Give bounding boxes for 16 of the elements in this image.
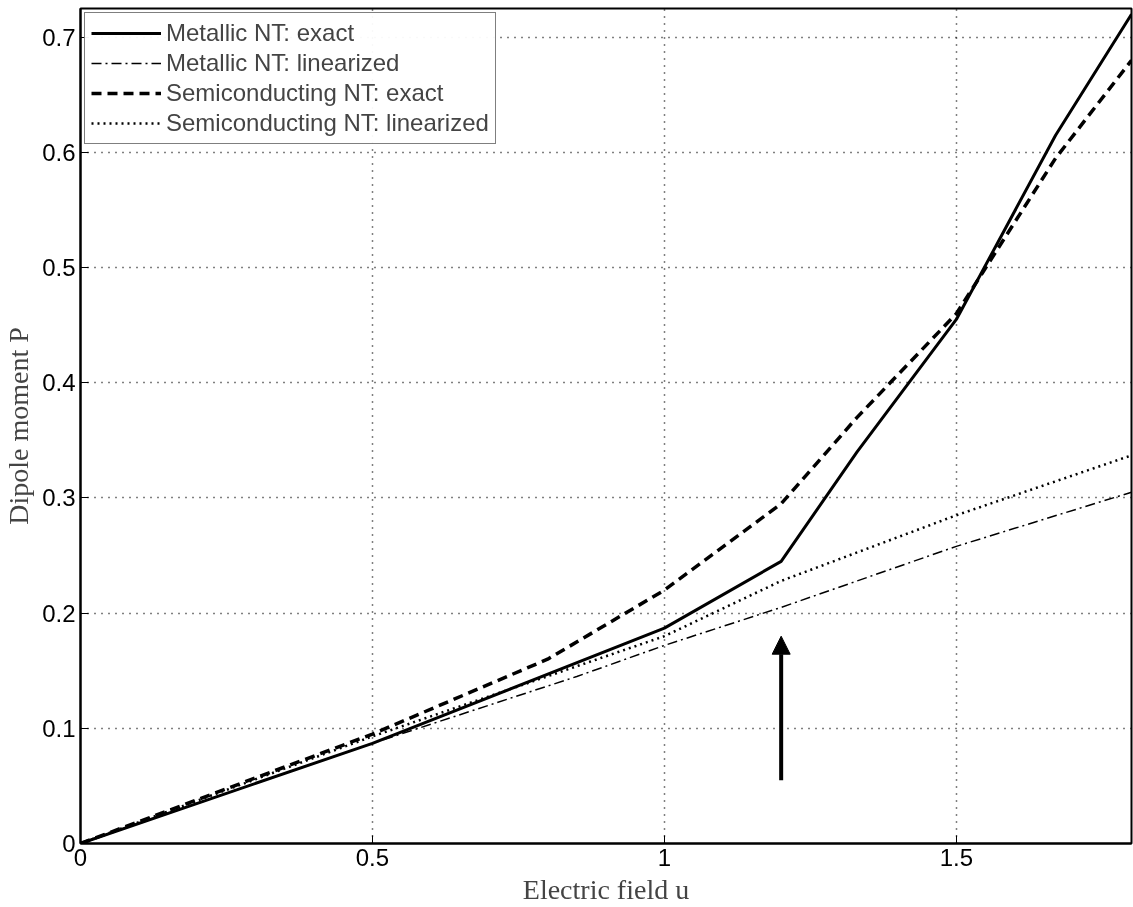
legend-label: Semiconducting NT: exact xyxy=(166,79,444,107)
y-tick-label: 0.7 xyxy=(42,23,76,51)
y-tick-label: 0.4 xyxy=(42,369,76,397)
legend-label: Semiconducting NT: linearized xyxy=(166,109,489,137)
y-tick-label: 0.3 xyxy=(42,484,76,512)
x-tick-label: 0.5 xyxy=(355,843,390,871)
y-tick-label: 0.2 xyxy=(42,599,76,627)
y-tick-label: 0.5 xyxy=(42,254,76,282)
legend-label: Metallic NT: linearized xyxy=(166,49,400,77)
y-tick-label: 0.1 xyxy=(42,714,76,742)
y-tick-label: 0.6 xyxy=(42,138,76,166)
y-axis-title: Dipole moment P xyxy=(3,327,35,525)
x-tick-label: 1.5 xyxy=(939,843,974,871)
x-tick-label: 1 xyxy=(657,843,672,871)
legend-label: Metallic NT: exact xyxy=(166,19,355,47)
x-axis-title: Electric field u xyxy=(522,873,690,905)
